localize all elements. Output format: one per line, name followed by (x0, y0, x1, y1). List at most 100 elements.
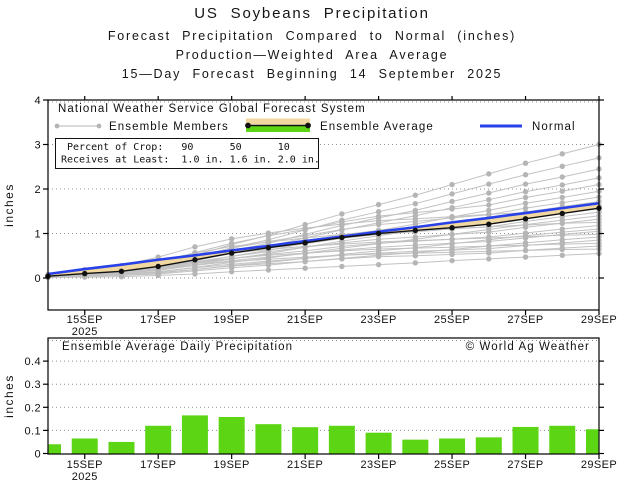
daily-precip-bar (255, 424, 282, 454)
ensemble-member-dot (375, 252, 382, 259)
ensemble-member-dot (559, 174, 565, 180)
ensemble-member-dot (339, 222, 345, 229)
x-tick-label: 19SEP (214, 314, 250, 326)
ensemble-member-dot (522, 172, 529, 178)
ensemble-member-dot (412, 236, 419, 242)
ensemble-member-dot (486, 234, 492, 240)
x-year-label: 2025 (72, 471, 98, 483)
ensemble-average-line (47, 207, 600, 277)
ensemble-member-dot (375, 215, 382, 221)
crop-receives-row: Receives at Least: 1.0 in. 1.6 in. 2.0 i… (61, 155, 320, 166)
ensemble-member-dot (412, 192, 419, 198)
ensemble-member-dot (522, 205, 529, 211)
ensemble-member-dot (302, 265, 308, 271)
ensemble-member-dot (339, 227, 345, 233)
ensemble-member-dot (412, 260, 419, 266)
ensemble-member-dot (559, 237, 565, 243)
ensemble-member-dot (375, 241, 382, 247)
y-tick-label: 0 (34, 273, 41, 285)
x-tick-label: 29SEP (581, 459, 617, 471)
ensemble-member-dot (559, 226, 565, 232)
daily-precip-bar (48, 444, 61, 454)
bottom-chart-title: Ensemble Average Daily Precipitation (62, 341, 293, 353)
ensemble-member-dot (265, 232, 272, 238)
ensemble-member-dot (302, 255, 308, 262)
daily-precip-bar (328, 425, 355, 454)
crop-percent-row: Percent of Crop: 90 50 10 (61, 142, 290, 153)
ensemble-member-dot (522, 200, 529, 206)
ensemble-member-dot (522, 160, 529, 166)
ensemble-member-dot (449, 231, 455, 238)
bottom-y-axis-label: inches (2, 374, 16, 418)
daily-precip-bar (108, 441, 135, 454)
ensemble-member-dot (486, 171, 492, 177)
daily-precip-bar (512, 426, 539, 454)
crop-percent-box: Percent of Crop: 90 50 10 Receives at Le… (55, 138, 320, 169)
ensemble-member-dot (522, 181, 529, 187)
ensemble-member-dot (339, 211, 345, 217)
normal-line (47, 201, 600, 276)
ensemble-member-dot (449, 257, 455, 264)
ensemble-member-dot (339, 263, 345, 270)
ensemble-member-dot (339, 255, 345, 262)
x-tick-label: 21SEP (287, 459, 323, 471)
ensemble-average-dot (449, 225, 455, 231)
ensemble-average-dot (486, 221, 492, 227)
daily-precip-bar (145, 425, 172, 454)
ensemble-member-dot (486, 196, 492, 203)
top-y-axis-label: inches (2, 183, 16, 227)
ensemble-average-dot (302, 240, 308, 246)
ensemble-members-legend-label: Ensemble Members (109, 121, 229, 133)
ensemble-member-dot (412, 207, 419, 214)
ensemble-member-dot (559, 245, 565, 251)
ensemble-member-dot (375, 201, 382, 208)
ensemble-member-dot (375, 248, 382, 254)
ensemble-member-dot (449, 204, 455, 211)
y-tick-label: 0.2 (25, 402, 42, 414)
ensemble-average-dot (265, 245, 272, 251)
ensemble-member-dot (486, 243, 492, 249)
x-tick-label: 23SEP (360, 459, 396, 471)
ensemble-member-dot (522, 254, 529, 260)
ensemble-member-dot (486, 190, 492, 196)
ensemble-member-line (47, 177, 600, 277)
ensemble-member-line (47, 228, 600, 278)
bottom-chart: 15SEP 17SEP 19SEP 21SEP 23SEP 25SEP 27SEP 29SEP… (25, 337, 617, 483)
page-title: US Soybeans Precipitation (194, 5, 430, 22)
ensemble-member-dot (486, 181, 492, 187)
ensemble-members-legend-symbol (54, 123, 102, 129)
ensemble-member-dot (486, 212, 492, 218)
ensemble-member-dot (559, 182, 565, 188)
x-tick-label: 17SEP (140, 314, 176, 326)
ensemble-average-dot (118, 268, 125, 275)
ensemble-member-dot (412, 200, 419, 207)
y-tick-label: 0.3 (25, 379, 42, 391)
ensemble-member-dot (449, 191, 455, 197)
chart-subtitle-2: Production—Weighted Area Average (175, 48, 449, 62)
ensemble-member-dot (486, 202, 492, 208)
ensemble-member-dot (449, 214, 455, 220)
daily-precip-bar (549, 425, 576, 454)
ensemble-member-dot (449, 236, 455, 242)
ensemble-member-dot (449, 198, 455, 205)
ensemble-average-dot (339, 234, 345, 241)
y-tick-label: 0.4 (25, 356, 42, 368)
x-tick-label: 27SEP (507, 459, 543, 471)
ensemble-member-dot (559, 252, 565, 259)
ensemble-member-line (47, 215, 600, 278)
ensemble-member-dot (412, 221, 419, 227)
ensemble-member-line (47, 236, 600, 278)
y-tick-label: 4 (34, 95, 41, 107)
daily-precip-bar (218, 417, 245, 454)
y-tick-label: 2 (34, 184, 41, 196)
ensemble-member-dot (192, 244, 198, 250)
ensemble-member-dot (302, 231, 308, 238)
ensemble-member-dot (486, 256, 492, 262)
daily-precip-bar (71, 438, 98, 454)
ensemble-average-dot (155, 263, 161, 270)
ensemble-member-dot (265, 267, 272, 273)
daily-precip-bar (585, 429, 599, 454)
ensemble-member-dot (559, 200, 565, 206)
y-tick-label: 0.1 (25, 425, 42, 437)
